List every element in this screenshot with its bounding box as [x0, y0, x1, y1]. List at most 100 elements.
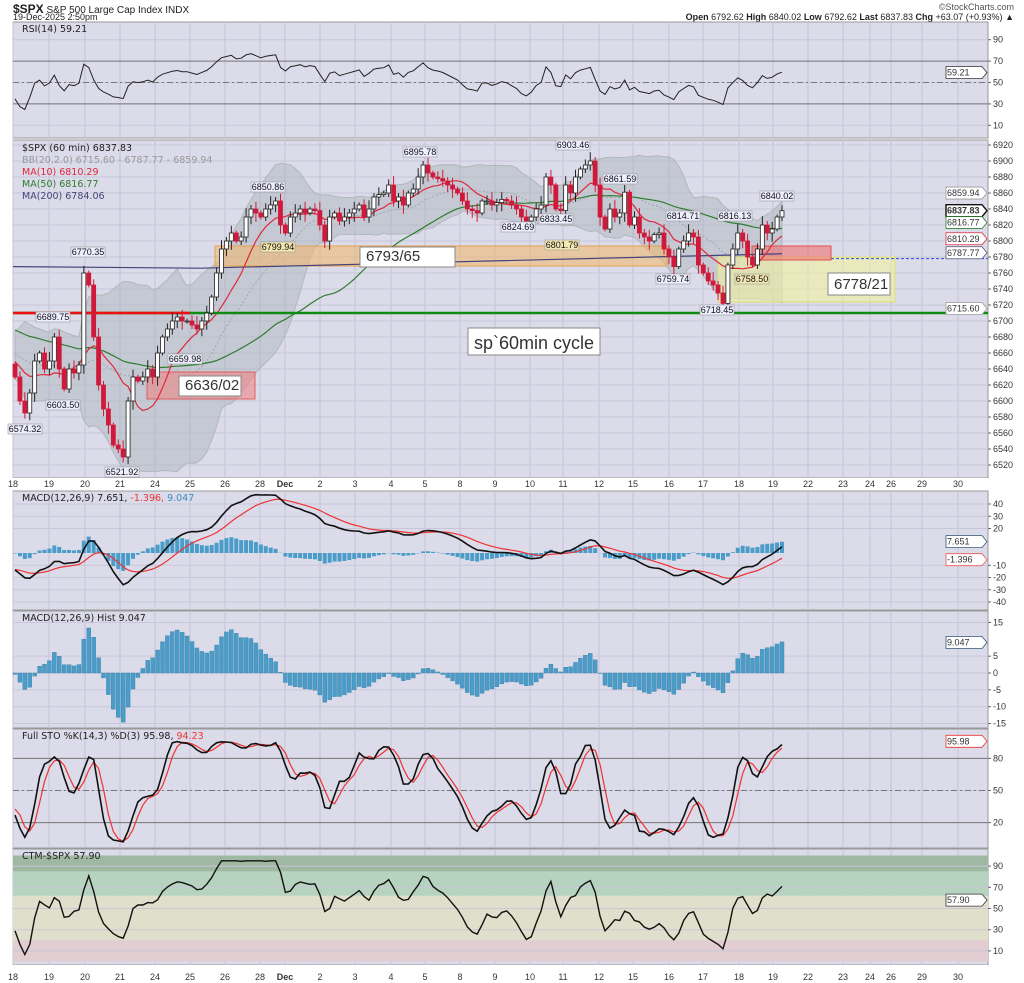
macd-panel-hist-bar [455, 553, 460, 558]
candle [396, 196, 401, 202]
macd-hist-bar [361, 672, 367, 689]
price-label-box [500, 221, 536, 233]
candle [504, 198, 510, 202]
macd-panel-hist-bar [253, 542, 258, 553]
candle [155, 352, 160, 378]
macd-hist-bar [509, 672, 514, 682]
macd-hist-bar [568, 666, 573, 674]
macd-panel-hist-bar [32, 553, 37, 555]
sto-tick-label: 50 [993, 786, 1003, 796]
x-tick-label: 21 [115, 479, 125, 489]
price-tick-label: 6840 [993, 204, 1013, 214]
candle [474, 210, 480, 214]
macd-panel-hist-bar [716, 553, 721, 560]
x-tick-label: 11 [558, 972, 567, 982]
macd-panel-hist-bar [263, 546, 268, 553]
high-value: 6840.02 [768, 12, 802, 22]
x-tick-label: 5 [422, 479, 427, 489]
price-tick-label: 6800 [993, 236, 1013, 246]
price-tick-label: 6860 [993, 188, 1013, 198]
x-axis-bar [0, 478, 988, 490]
candle [553, 184, 559, 210]
candle [189, 320, 195, 326]
price-label-box [250, 181, 286, 193]
x-tick-label: 26 [220, 972, 230, 982]
price-tick-label: 6780 [993, 252, 1013, 262]
macd-hist-bar [12, 672, 18, 675]
macd-hist-bar [96, 657, 101, 674]
candle [56, 336, 62, 370]
zone-lower-label: 6636/02 [185, 377, 239, 394]
macd-panel-hist-bar [632, 553, 637, 558]
price-tick-label: 6820 [993, 220, 1013, 230]
macd-panel-hist-bar [175, 537, 180, 553]
candle [440, 178, 446, 182]
candle [425, 164, 431, 174]
candle [489, 200, 495, 206]
candle [268, 204, 274, 210]
macd-panel-hist-bar [642, 553, 647, 560]
ctm-zone-band [13, 895, 988, 941]
bb-lower-readout: 6715.60 [947, 304, 980, 314]
candle [582, 164, 588, 170]
macd-panel-hist-bar [239, 540, 244, 553]
macd-panel-hist-bar [268, 547, 273, 553]
macd-hist-bar [710, 672, 716, 688]
macd-hist-bar [411, 672, 416, 679]
open-label: Open [685, 12, 709, 22]
macd-hist-bar [460, 672, 465, 689]
candle [705, 272, 711, 282]
macd-panel-hist-bar [499, 553, 504, 557]
macd-hist-bar [145, 660, 150, 674]
x-tick-label: 10 [525, 479, 535, 489]
macd-panel-hist-bar [229, 537, 234, 553]
price-label-box [544, 239, 580, 251]
macd-panel-hist-bar [322, 553, 327, 564]
macd-title-part: MACD(12,26,9) 7.651, [22, 493, 130, 504]
macd-panel-hist-bar [376, 553, 381, 556]
macd-title-part: -1.396, [130, 493, 167, 504]
candle [120, 448, 126, 458]
x-tick-label: 26 [886, 479, 896, 489]
macd-panel-hist-bar [430, 551, 435, 553]
price-tick-label: 6640 [993, 364, 1013, 374]
zone-right-label: 6778/21 [834, 276, 888, 293]
macd-hist-bar [725, 672, 731, 683]
price-label-box [35, 311, 71, 323]
x-tick-label: 18 [8, 972, 18, 982]
candle [435, 176, 441, 179]
price-label: 6903.46 [557, 140, 590, 150]
candle [253, 208, 259, 214]
x-tick-label: 19 [44, 479, 54, 489]
macd-panel-hist-bar [219, 539, 224, 553]
stockcharts-logo[interactable]: ©StockCharts.com [938, 2, 1014, 12]
macd-panel-hist-bar [666, 553, 671, 560]
candle [106, 408, 111, 426]
macd-hist-bar [406, 672, 411, 680]
candle [592, 160, 598, 186]
macd-panel-hist-bar [519, 553, 524, 558]
candle [764, 224, 770, 234]
candle [391, 184, 396, 202]
macd-hist-bar [391, 672, 396, 677]
index-name: S&P 500 Large Cap Index [46, 5, 163, 16]
macd-hist-bar [381, 672, 386, 677]
price-tick-label: 6760 [993, 268, 1013, 278]
ctm-tick-label: 10 [993, 946, 1003, 956]
macd-panel-hist-bar [283, 553, 288, 557]
macd-panel-hist-bar [293, 553, 298, 559]
macd-panel-hist-bar [568, 550, 573, 553]
rsi-tick-label: 10 [993, 120, 1003, 130]
macd-hist-bar [170, 631, 175, 674]
candle [563, 184, 569, 212]
rsi-title: RSI(14) 59.21 [22, 24, 87, 35]
macd-panel-hist-bar [489, 553, 494, 559]
candle [219, 248, 224, 274]
candle [405, 192, 411, 206]
macd-panel-hist-bar [701, 553, 706, 556]
candle [681, 240, 687, 250]
candle [110, 424, 116, 446]
macd-panel-hist-bar [730, 552, 735, 553]
chart-title: $SPX S&P 500 Large Cap Index INDX [13, 2, 189, 16]
candle [578, 168, 583, 178]
